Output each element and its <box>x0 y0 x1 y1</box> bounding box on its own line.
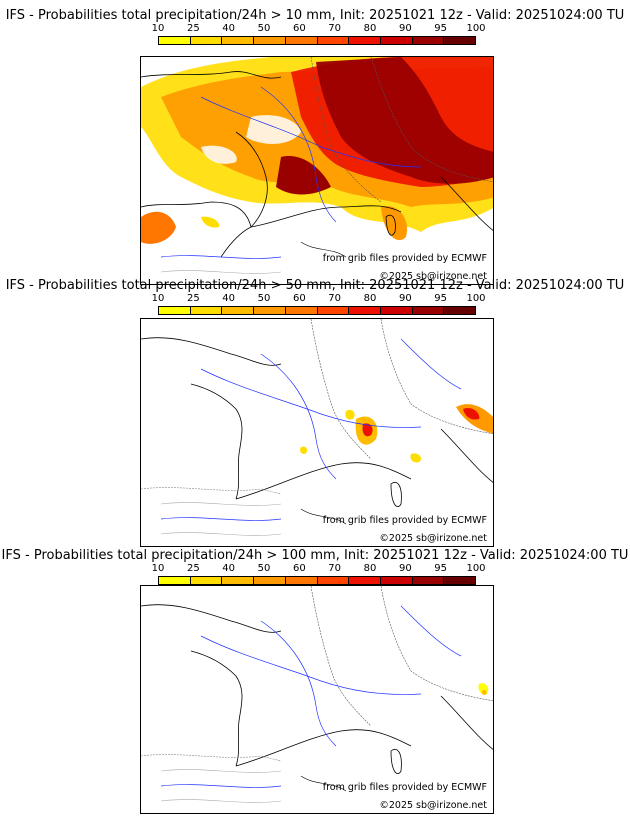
colorbar-segment <box>222 577 255 584</box>
colorbar-tick-label: 100 <box>466 293 486 304</box>
colorbar-ticks: 10 25 40 50 60 70 80 90 95 100 <box>152 293 486 305</box>
copyright-label: ©2025 sb@irizone.net <box>379 533 487 544</box>
colorbar-tick-label: 10 <box>151 563 165 574</box>
colorbar-tick-label: 60 <box>292 563 306 574</box>
map-area: from grib files provided by ECMWF ©2025 … <box>140 56 494 285</box>
colorbar-segment <box>412 37 445 44</box>
panel-title: IFS - Probabilities total precipitation/… <box>1 548 629 563</box>
colorbar-segment <box>222 307 255 314</box>
colorbar <box>158 36 476 45</box>
colorbar-tick-label: 40 <box>222 563 236 574</box>
colorbar-tick-label: 70 <box>328 23 342 34</box>
colorbar-tick-label: 60 <box>292 23 306 34</box>
colorbar-segment <box>412 307 445 314</box>
colorbar-tick-label: 50 <box>257 23 271 34</box>
colorbar-segment <box>159 37 191 44</box>
copyright-label: ©2025 sb@irizone.net <box>379 271 487 282</box>
colorbar-segment <box>254 307 286 314</box>
panel-title: IFS - Probabilities total precipitation/… <box>5 278 625 293</box>
colorbar-tick-label: 10 <box>151 23 165 34</box>
map-graphic <box>141 319 493 546</box>
colorbar-segment <box>380 37 413 44</box>
map-graphic <box>141 57 493 284</box>
colorbar <box>158 306 476 315</box>
colorbar-tick-label: 80 <box>363 563 377 574</box>
colorbar-segment <box>159 307 191 314</box>
source-credit: from grib files provided by ECMWF <box>322 515 487 526</box>
colorbar-segment <box>317 37 350 44</box>
colorbar-tick-label: 40 <box>222 293 236 304</box>
colorbar-segment <box>412 577 445 584</box>
colorbar-ticks: 10 25 40 50 60 70 80 90 95 100 <box>152 563 486 575</box>
colorbar-tick-label: 90 <box>398 293 412 304</box>
colorbar-tick-label: 70 <box>328 563 342 574</box>
copyright-label: ©2025 sb@irizone.net <box>379 800 487 811</box>
colorbar-segment <box>349 577 381 584</box>
map-area: from grib files provided by ECMWF ©2025 … <box>140 318 494 547</box>
colorbar-segment <box>380 307 413 314</box>
map-panel-10mm: IFS - Probabilities total precipitation/… <box>0 8 630 285</box>
colorbar-tick-label: 80 <box>363 23 377 34</box>
colorbar-segment <box>349 37 381 44</box>
colorbar-segment <box>317 577 350 584</box>
colorbar-segment <box>190 577 223 584</box>
colorbar-tick-label: 70 <box>328 293 342 304</box>
colorbar-segment <box>159 577 191 584</box>
colorbar-segment <box>254 577 286 584</box>
map-panel-100mm: IFS - Probabilities total precipitation/… <box>0 548 630 823</box>
colorbar-tick-label: 90 <box>398 563 412 574</box>
colorbar-segment <box>285 37 318 44</box>
source-credit: from grib files provided by ECMWF <box>322 782 487 793</box>
colorbar-tick-label: 95 <box>434 293 448 304</box>
colorbar-segment <box>222 37 255 44</box>
colorbar-tick-label: 50 <box>257 563 271 574</box>
colorbar-tick-label: 90 <box>398 23 412 34</box>
colorbar-tick-label: 40 <box>222 23 236 34</box>
map-graphic <box>141 586 493 813</box>
colorbar-tick-label: 100 <box>466 563 486 574</box>
colorbar-segment <box>444 307 476 314</box>
colorbar-tick-label: 95 <box>434 23 448 34</box>
colorbar-tick-label: 25 <box>186 293 200 304</box>
panel-title: IFS - Probabilities total precipitation/… <box>5 8 625 23</box>
colorbar <box>158 576 476 585</box>
colorbar-segment <box>285 577 318 584</box>
colorbar-segment <box>380 577 413 584</box>
colorbar-segment <box>444 577 476 584</box>
colorbar-tick-label: 25 <box>186 563 200 574</box>
colorbar-tick-label: 10 <box>151 293 165 304</box>
colorbar-tick-label: 100 <box>466 23 486 34</box>
colorbar-tick-label: 80 <box>363 293 377 304</box>
colorbar-tick-label: 25 <box>186 23 200 34</box>
map-area: from grib files provided by ECMWF ©2025 … <box>140 585 494 814</box>
colorbar-segment <box>317 307 350 314</box>
colorbar-tick-label: 50 <box>257 293 271 304</box>
colorbar-tick-label: 60 <box>292 293 306 304</box>
colorbar-segment <box>444 37 476 44</box>
colorbar-ticks: 10 25 40 50 60 70 80 90 95 100 <box>152 23 486 35</box>
source-credit: from grib files provided by ECMWF <box>322 253 487 264</box>
colorbar-tick-label: 95 <box>434 563 448 574</box>
colorbar-segment <box>190 307 223 314</box>
map-panel-50mm: IFS - Probabilities total precipitation/… <box>0 278 630 548</box>
colorbar-segment <box>254 37 286 44</box>
colorbar-segment <box>190 37 223 44</box>
colorbar-segment <box>349 307 381 314</box>
colorbar-segment <box>285 307 318 314</box>
